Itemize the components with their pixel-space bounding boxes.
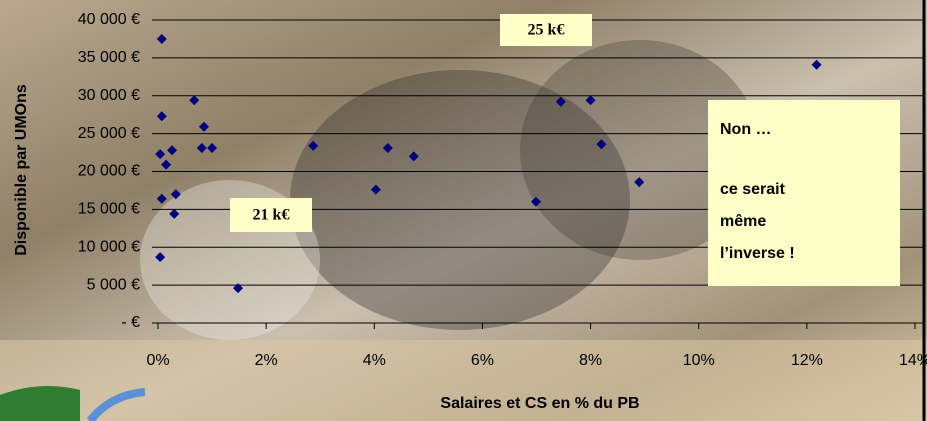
data-point <box>811 59 822 70</box>
data-point <box>167 145 178 156</box>
photo-ground <box>0 340 927 421</box>
y-tick-label: 30 000 € <box>78 87 140 104</box>
data-point <box>370 184 381 195</box>
data-point <box>596 139 607 150</box>
annotation-box <box>230 198 312 232</box>
annotation-box <box>708 100 900 286</box>
data-point <box>156 111 167 122</box>
x-tick-label: 8% <box>579 352 602 369</box>
data-point <box>382 143 393 154</box>
y-tick-label: 10 000 € <box>78 238 140 255</box>
annotation-box <box>500 14 592 46</box>
logo <box>86 388 146 421</box>
x-tick-label: 10% <box>683 352 715 369</box>
x-tick-label: 6% <box>471 352 494 369</box>
y-tick-label: 40 000 € <box>78 11 140 28</box>
data-point <box>155 252 166 263</box>
photo-shade <box>290 70 630 330</box>
data-point <box>156 33 167 44</box>
data-point <box>308 140 319 151</box>
annotation-text: 25 k€ <box>528 22 565 39</box>
y-tick-label: 15 000 € <box>78 201 140 218</box>
data-point <box>555 96 566 107</box>
data-point <box>634 177 645 188</box>
y-tick-label: 35 000 € <box>78 49 140 66</box>
y-tick-label: 5 000 € <box>87 276 140 293</box>
annotation-text: même <box>720 213 766 230</box>
x-axis-label: Salaires et CS en % du PB <box>440 395 639 412</box>
x-tick-label: 4% <box>363 352 386 369</box>
data-point <box>189 95 200 106</box>
data-point <box>585 95 596 106</box>
data-point <box>170 189 181 200</box>
annotation-text: Non … <box>720 121 772 138</box>
y-tick-label: - € <box>121 314 140 331</box>
y-tick-label: 25 000 € <box>78 125 140 142</box>
logo <box>0 386 80 421</box>
data-point <box>530 196 541 207</box>
data-point <box>161 159 172 170</box>
annotation-text: l’inverse ! <box>720 245 795 262</box>
x-tick-label: 14% <box>899 352 927 369</box>
x-tick-label: 0% <box>146 352 169 369</box>
x-tick-label: 2% <box>255 352 278 369</box>
x-tick-label: 12% <box>791 352 823 369</box>
data-point <box>155 149 166 160</box>
annotation-text: ce serait <box>720 181 786 198</box>
data-point <box>169 208 180 219</box>
data-point <box>207 143 218 154</box>
data-point <box>233 283 244 294</box>
data-point <box>196 143 207 154</box>
data-point <box>156 193 167 204</box>
data-point <box>198 121 209 132</box>
y-tick-label: 20 000 € <box>78 163 140 180</box>
data-point <box>408 151 419 162</box>
annotation-text: 21 k€ <box>253 207 290 224</box>
photo-shade <box>520 40 760 260</box>
y-axis-label: Disponible par UMOns <box>13 84 30 256</box>
